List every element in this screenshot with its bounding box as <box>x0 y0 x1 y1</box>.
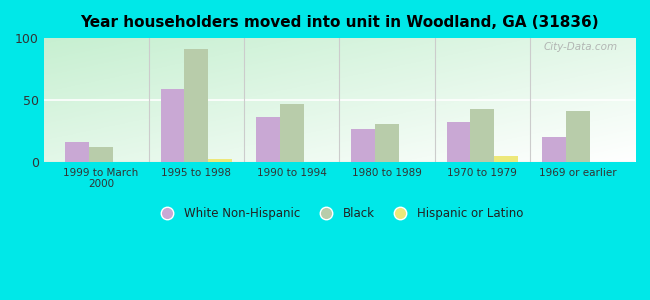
Bar <box>375 124 399 162</box>
Bar <box>185 49 208 162</box>
Bar <box>280 104 304 162</box>
Bar <box>471 109 495 162</box>
Bar <box>161 89 185 162</box>
Bar <box>447 122 471 162</box>
Bar <box>566 111 590 162</box>
Text: City-Data.com: City-Data.com <box>543 42 618 52</box>
Bar <box>65 142 89 162</box>
Bar <box>208 160 232 162</box>
Bar <box>542 137 566 162</box>
Title: Year householders moved into unit in Woodland, GA (31836): Year householders moved into unit in Woo… <box>80 15 599 30</box>
Bar <box>256 117 280 162</box>
Bar <box>89 147 113 162</box>
Bar <box>495 156 518 162</box>
Legend: White Non-Hispanic, Black, Hispanic or Latino: White Non-Hispanic, Black, Hispanic or L… <box>151 202 528 225</box>
Bar <box>351 128 375 162</box>
